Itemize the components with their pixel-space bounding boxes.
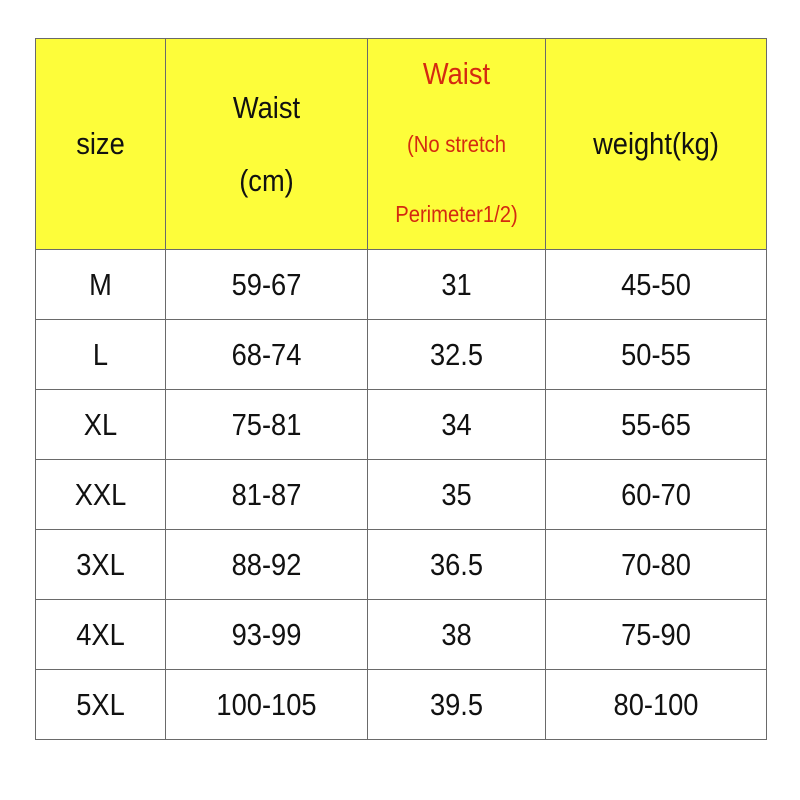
cell-text: 81-87 — [231, 476, 302, 512]
cell-text: 35 — [441, 476, 472, 512]
table-cell: 45-50 — [545, 249, 767, 320]
cell-text: 5XL — [76, 686, 125, 722]
cell-text: 4XL — [76, 616, 125, 652]
cell-text: 75-90 — [621, 616, 691, 652]
header-row: size Waist (cm) Waist (No stretch Perimeter1/… — [35, 38, 767, 250]
cell-text: 59-67 — [231, 266, 302, 302]
table-cell: XXL — [35, 459, 166, 530]
table-row: XL 75-81 34 55-65 — [35, 389, 767, 460]
table-row: 4XL 93-99 38 75-90 — [35, 599, 767, 670]
cell-text: 3XL — [76, 546, 125, 582]
table-cell: XL — [35, 389, 166, 460]
table-cell: 32.5 — [367, 319, 546, 390]
cell-text: 34 — [441, 406, 472, 442]
cell-text: 60-70 — [621, 476, 691, 512]
table-cell: L — [35, 319, 166, 390]
header-text: size — [76, 126, 125, 161]
table-cell: 38 — [367, 599, 546, 670]
header-text: weight(kg) — [593, 126, 719, 161]
cell-text: 38 — [441, 616, 472, 652]
table-cell: 36.5 — [367, 529, 546, 600]
table-row: M 59-67 31 45-50 — [35, 249, 767, 320]
table-cell: 81-87 — [165, 459, 368, 530]
table-cell: 35 — [367, 459, 546, 530]
table-cell: 4XL — [35, 599, 166, 670]
table-cell: 100-105 — [165, 669, 368, 740]
cell-text: 55-65 — [621, 406, 691, 442]
table-cell: 60-70 — [545, 459, 767, 530]
header-cell: Waist (cm) — [165, 38, 368, 250]
cell-text: L — [92, 336, 109, 372]
header-cell: Waist (No stretch Perimeter1/2) — [367, 38, 546, 250]
header-text: Perimeter1/2) — [395, 201, 518, 227]
table-cell: 75-81 — [165, 389, 368, 460]
table-cell: 55-65 — [545, 389, 767, 460]
table-cell: 50-55 — [545, 319, 767, 390]
table-cell: 34 — [367, 389, 546, 460]
header-text: Waist — [422, 56, 491, 91]
cell-text: 68-74 — [231, 336, 302, 372]
header-text: (cm) — [239, 163, 294, 198]
table-row: L 68-74 32.5 50-55 — [35, 319, 767, 390]
table-cell: 5XL — [35, 669, 166, 740]
table-cell: 39.5 — [367, 669, 546, 740]
cell-text: 50-55 — [621, 336, 691, 372]
cell-text: 45-50 — [621, 266, 691, 302]
cell-text: XL — [83, 406, 118, 442]
cell-text: 75-81 — [231, 406, 302, 442]
cell-text: XXL — [74, 476, 127, 512]
table-row: XXL 81-87 35 60-70 — [35, 459, 767, 530]
cell-text: 31 — [441, 266, 472, 302]
table-cell: 68-74 — [165, 319, 368, 390]
cell-text: 93-99 — [231, 616, 302, 652]
cell-text: 88-92 — [231, 546, 302, 582]
table-cell: 31 — [367, 249, 546, 320]
header-cell: size — [35, 38, 166, 250]
header-text: Waist — [232, 90, 301, 125]
table-cell: 59-67 — [165, 249, 368, 320]
table-cell: 93-99 — [165, 599, 368, 670]
header-cell: weight(kg) — [545, 38, 767, 250]
table-cell: 3XL — [35, 529, 166, 600]
table-row: 3XL 88-92 36.5 70-80 — [35, 529, 767, 600]
cell-text: 36.5 — [429, 546, 484, 582]
size-table: size Waist (cm) Waist (No stretch Perimeter1/… — [35, 38, 767, 740]
table-cell: 75-90 — [545, 599, 767, 670]
table-body: M 59-67 31 45-50 L 68-74 32.5 50-55 XL 75-81 34 55-… — [35, 249, 767, 740]
table-cell: 88-92 — [165, 529, 368, 600]
cell-text: 39.5 — [429, 686, 484, 722]
cell-text: 80-100 — [613, 686, 699, 722]
cell-text: 32.5 — [429, 336, 484, 372]
cell-text: M — [89, 266, 112, 302]
header-text: (No stretch — [407, 131, 506, 157]
table-cell: 70-80 — [545, 529, 767, 600]
table-cell: M — [35, 249, 166, 320]
table-row: 5XL 100-105 39.5 80-100 — [35, 669, 767, 740]
cell-text: 100-105 — [216, 686, 317, 722]
cell-text: 70-80 — [621, 546, 691, 582]
table-cell: 80-100 — [545, 669, 767, 740]
